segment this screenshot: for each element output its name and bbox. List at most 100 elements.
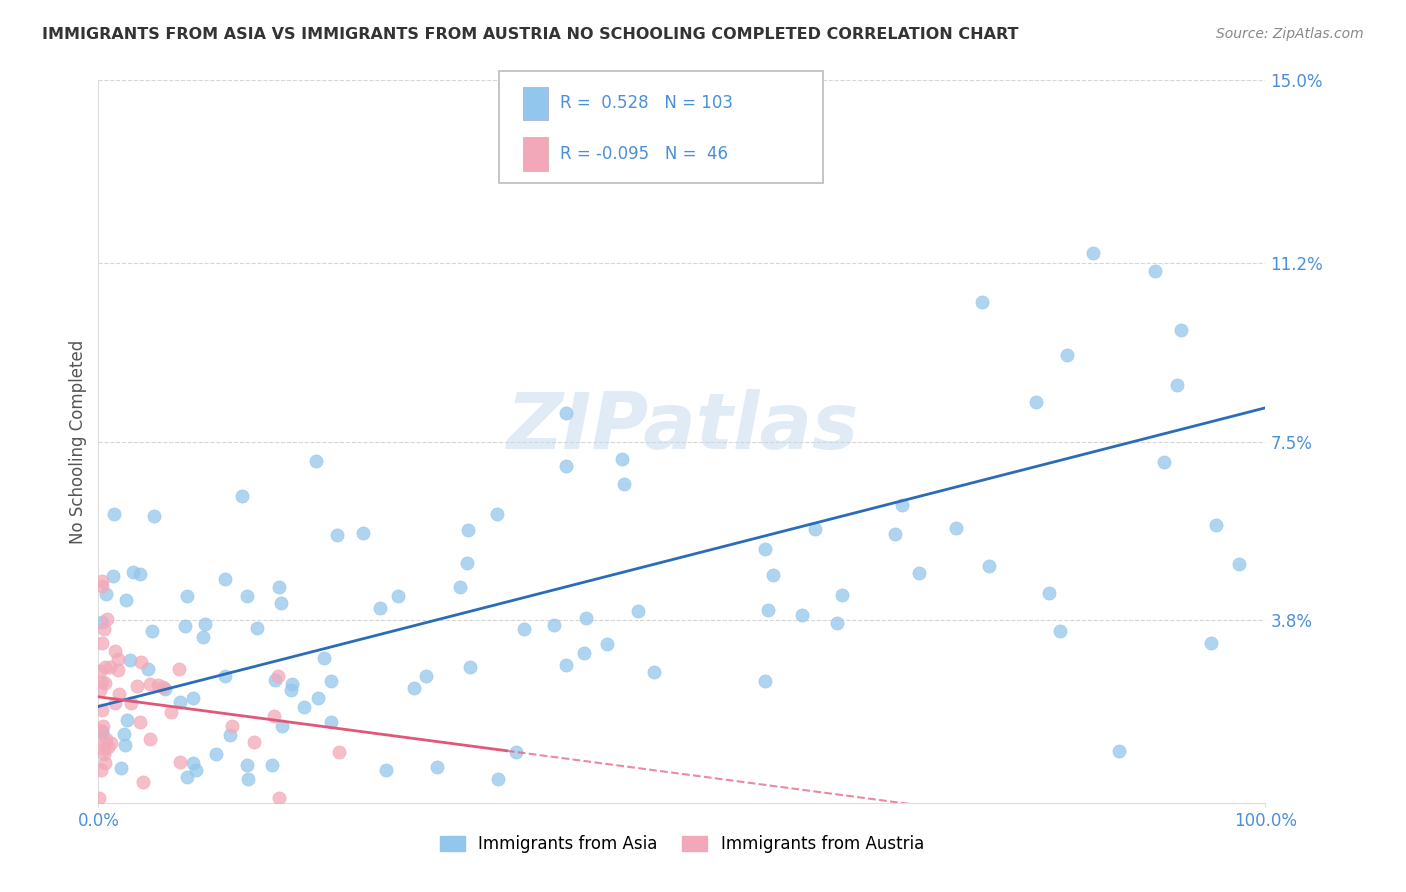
Point: [93, 736, 115, 750]
Point: [486, 508, 509, 522]
Point: [93, 623, 115, 637]
Point: [426, 760, 449, 774]
Text: ZIPatlas: ZIPatlas: [506, 389, 858, 465]
Point: [754, 673, 776, 688]
Point: [756, 603, 779, 617]
Point: [141, 624, 163, 638]
Point: [1038, 585, 1060, 599]
Point: [89, 664, 111, 678]
Point: [457, 523, 479, 537]
Point: [89, 683, 111, 698]
Point: [319, 715, 342, 730]
Point: [596, 637, 619, 651]
Point: [404, 681, 426, 696]
Point: [90, 615, 112, 630]
Point: [1153, 455, 1175, 469]
Point: [263, 709, 285, 723]
Point: [90, 574, 112, 589]
Point: [321, 673, 343, 688]
Point: [91, 719, 114, 733]
Point: [458, 659, 481, 673]
Point: [115, 592, 138, 607]
Point: [1108, 744, 1130, 758]
Point: [368, 601, 391, 615]
Point: [132, 775, 155, 789]
Point: [1049, 624, 1071, 638]
Point: [112, 727, 135, 741]
Point: [804, 522, 827, 536]
Point: [762, 568, 785, 582]
Point: [827, 615, 849, 630]
Y-axis label: No Schooling Completed: No Schooling Completed: [69, 340, 87, 543]
Point: [326, 527, 349, 541]
Point: [292, 699, 315, 714]
Point: [91, 724, 114, 739]
Point: [139, 731, 162, 746]
Point: [219, 728, 242, 742]
Point: [270, 719, 292, 733]
Text: Source: ZipAtlas.com: Source: ZipAtlas.com: [1216, 27, 1364, 41]
Point: [90, 763, 112, 777]
Point: [122, 566, 145, 580]
Point: [103, 508, 125, 522]
Point: [98, 660, 121, 674]
Point: [1143, 264, 1166, 278]
Point: [91, 675, 114, 690]
Point: [312, 650, 335, 665]
Point: [236, 772, 259, 786]
Point: [246, 621, 269, 635]
Point: [108, 687, 131, 701]
Point: [1199, 636, 1222, 650]
Point: [267, 791, 290, 805]
Point: [194, 617, 217, 632]
Point: [572, 646, 595, 660]
Point: [643, 665, 665, 679]
Point: [205, 747, 228, 761]
Point: [101, 568, 124, 582]
Point: [89, 791, 111, 805]
Point: [167, 662, 190, 676]
Point: [104, 696, 127, 710]
Point: [236, 589, 259, 603]
Point: [1166, 378, 1188, 392]
Point: [160, 705, 183, 719]
Point: [120, 697, 142, 711]
Point: [267, 668, 290, 682]
Point: [242, 734, 264, 748]
Point: [114, 738, 136, 752]
Point: [94, 586, 117, 600]
Point: [153, 681, 176, 696]
Point: [908, 566, 931, 580]
Point: [513, 622, 536, 636]
Point: [270, 596, 292, 610]
Point: [260, 757, 283, 772]
Point: [136, 662, 159, 676]
Point: [115, 713, 138, 727]
Point: [93, 660, 115, 674]
Point: [169, 755, 191, 769]
Point: [977, 558, 1000, 573]
Point: [104, 644, 127, 658]
Point: [146, 678, 169, 692]
Point: [93, 747, 115, 761]
Point: [1205, 517, 1227, 532]
Point: [305, 454, 328, 468]
Point: [575, 611, 598, 625]
Point: [184, 763, 207, 777]
Point: [129, 655, 152, 669]
Point: [173, 619, 195, 633]
Point: [1056, 348, 1078, 362]
Point: [375, 764, 398, 778]
Point: [96, 732, 118, 747]
Point: [264, 673, 287, 687]
Point: [884, 527, 907, 541]
Point: [328, 745, 350, 759]
Point: [555, 658, 578, 673]
Point: [125, 679, 148, 693]
Point: [97, 739, 120, 754]
Point: [1083, 245, 1105, 260]
Point: [91, 702, 114, 716]
Point: [307, 690, 329, 705]
Point: [456, 557, 478, 571]
Point: [96, 612, 118, 626]
